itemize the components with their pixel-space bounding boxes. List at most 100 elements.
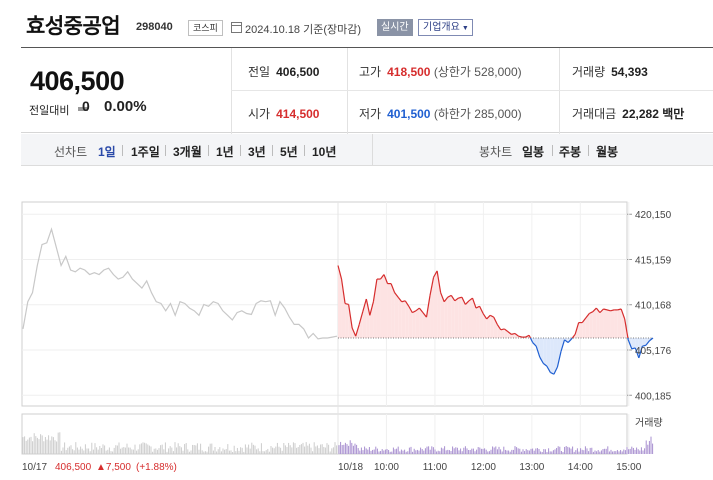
price-line-segment <box>599 308 604 314</box>
price-line-segment <box>415 307 420 312</box>
price-fill <box>401 300 406 338</box>
price-line-segment <box>394 292 399 298</box>
price-line-segment <box>337 265 343 280</box>
chart-toolbar: 선차트 1일 1주일 3개월 1년 3년 5년 10년 봉차트 일봉 주봉 월봉 <box>21 134 713 166</box>
price-fill <box>589 311 593 338</box>
price-fill <box>419 308 423 338</box>
x-label: 10/17 <box>22 462 47 473</box>
volume-label: 거래량 <box>635 417 663 429</box>
divider <box>231 90 713 91</box>
price-line-segment <box>348 304 353 329</box>
price-line-segment <box>471 297 477 309</box>
company-overview-dropdown[interactable]: 기업개요 ▼ <box>418 19 473 36</box>
price-fill <box>635 338 639 358</box>
price-fill <box>582 318 586 338</box>
price-line-segment <box>638 345 643 359</box>
price-fill <box>384 274 388 338</box>
price-fill <box>553 338 558 375</box>
divider <box>372 134 373 166</box>
period-1w[interactable]: 1주일 <box>131 145 160 159</box>
candle-weekly[interactable]: 주봉 <box>559 145 582 159</box>
price-line-segment <box>358 311 364 325</box>
upper-limit: (상한가 528,000) <box>433 65 522 79</box>
company-overview-label: 기업개요 <box>423 22 460 33</box>
price-fill <box>454 298 459 338</box>
price-fill <box>412 310 416 338</box>
amount-cell: 거래대금 22,282 백만 <box>572 105 684 122</box>
price-line-segment <box>379 274 385 280</box>
market-badge: 코스피 <box>188 20 223 36</box>
price-fill <box>476 306 480 338</box>
candle-daily[interactable]: 일봉 <box>522 145 545 159</box>
price-fill <box>461 297 466 338</box>
price-line-segment <box>450 295 456 302</box>
price-line-segment <box>645 340 650 346</box>
change-rate: 0.00% <box>104 98 147 115</box>
price-fill <box>550 338 554 375</box>
y-tick-label: 420,150 <box>635 210 672 221</box>
price-fill <box>338 265 342 338</box>
price-fill <box>458 297 462 338</box>
price-line-segment <box>627 339 633 350</box>
price-fill <box>599 308 604 338</box>
price-fill <box>433 270 438 338</box>
price-line-segment <box>383 274 389 284</box>
separator <box>304 145 305 156</box>
separator <box>272 145 273 156</box>
price-line-segment <box>397 296 403 303</box>
price-fill <box>536 338 540 358</box>
calendar-icon <box>231 22 242 33</box>
price-fill <box>585 313 590 338</box>
period-3m[interactable]: 3개월 <box>173 145 202 159</box>
price-line-segment <box>553 366 558 375</box>
period-10y[interactable]: 10년 <box>312 145 337 159</box>
price-line-segment <box>493 316 498 325</box>
period-3y[interactable]: 3년 <box>248 145 266 159</box>
realtime-button[interactable]: 실시간 <box>377 19 413 36</box>
stock-header: 효성중공업 298040 코스피 2024.10.18 기준(장마감) 실시간 … <box>0 0 713 46</box>
price-line-segment <box>631 347 636 350</box>
y-tick-label: 405,176 <box>635 346 672 357</box>
price-line-segment <box>482 313 488 320</box>
separator <box>165 145 166 156</box>
price-fill <box>359 311 363 338</box>
separator <box>122 145 123 156</box>
price-line-segment <box>511 332 516 335</box>
divider <box>559 48 560 134</box>
price-fill <box>497 324 501 338</box>
price-fill <box>490 315 494 338</box>
price-fill <box>592 308 597 338</box>
price-line-segment <box>649 337 654 342</box>
divider <box>347 48 348 134</box>
price-fill <box>631 338 636 349</box>
price-fill <box>610 309 615 338</box>
price-line-segment <box>351 327 357 337</box>
prev-close-price: 406,500 <box>55 462 92 473</box>
price-line-segment <box>606 309 611 312</box>
price-line-segment <box>496 324 502 331</box>
candle-chart-label: 봉차트 <box>479 145 513 159</box>
x-label: 11:00 <box>423 462 448 473</box>
period-1y[interactable]: 1년 <box>216 145 234 159</box>
price-line-segment <box>589 311 594 315</box>
price-line-segment <box>468 297 473 302</box>
period-1d[interactable]: 1일 <box>98 145 116 159</box>
chart-lines <box>22 227 654 375</box>
price-chart[interactable]: 420,150 415,159 410,168 405,176 400,185 거래량 10… <box>21 196 713 480</box>
candle-monthly[interactable]: 월봉 <box>596 145 619 159</box>
price-line-segment <box>642 344 647 347</box>
price-fill <box>546 338 551 373</box>
plot-frame <box>21 201 628 407</box>
chart-grid <box>21 201 632 455</box>
price-line-segment <box>486 314 491 320</box>
period-5y[interactable]: 5년 <box>280 145 298 159</box>
price-fill <box>603 308 607 338</box>
price-line-segment <box>447 294 452 298</box>
price-fill <box>369 301 374 338</box>
price-line-segment <box>422 312 427 318</box>
prev-day-line <box>22 227 338 340</box>
price-line-segment <box>585 313 590 319</box>
price-line-segment <box>571 334 576 339</box>
high-value: 418,500 <box>387 65 431 79</box>
price-line-segment <box>507 331 512 335</box>
